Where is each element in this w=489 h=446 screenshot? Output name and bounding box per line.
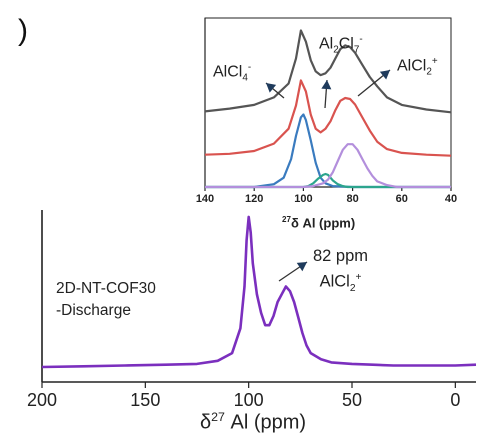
inset-tick-label-60: 60 xyxy=(396,193,408,205)
main-x-axis-label-delta: δ xyxy=(200,411,212,434)
main-tick-label-50: 50 xyxy=(342,390,362,410)
main-tick-label-150: 150 xyxy=(130,390,160,410)
sample-label: 2D-NT-COF30 -Discharge xyxy=(56,278,156,322)
alcl2-annotation: AlCl2+ xyxy=(397,56,438,78)
main-tick-label-200: 200 xyxy=(27,390,57,410)
inset-tick-label-140: 140 xyxy=(196,193,214,205)
inset-series-4-line xyxy=(205,143,451,189)
alcl4-annotation: AlCl4- xyxy=(213,62,252,84)
al2cl7-arrow-head xyxy=(321,80,332,90)
panel-letter: ) xyxy=(18,14,28,47)
main-x-axis-label: δ27 Al (ppm) xyxy=(200,410,306,435)
sample-label-line-2: -Discharge xyxy=(56,302,131,319)
main-x-axis-label-isotope: 27 xyxy=(211,410,225,424)
peak-species-label: AlCl2+ xyxy=(319,272,362,294)
inset-tick-label-100: 100 xyxy=(294,193,312,205)
main-x-axis-label-rest: Al (ppm) xyxy=(224,411,307,434)
inset-tick-label-80: 80 xyxy=(346,193,358,205)
sample-label-line-1: 2D-NT-COF30 xyxy=(56,280,156,297)
inset-x-axis-label-rest: δ Al (ppm) xyxy=(290,215,356,231)
inset-tick-label-120: 120 xyxy=(245,193,263,205)
main-spectrum-layer: 200 150 100 50 0 xyxy=(27,210,477,410)
inset-series-2-line xyxy=(205,113,451,189)
inset-series-3-line xyxy=(205,172,451,189)
peak-arrow-head xyxy=(296,262,307,272)
peak-position-label: 82 ppm xyxy=(313,247,369,265)
alcl2-arrow-head xyxy=(379,70,390,80)
main-tick-label-0: 0 xyxy=(450,390,460,410)
inset-tick-label-40: 40 xyxy=(445,193,457,205)
inset-x-axis-label-isotope: 27 xyxy=(282,215,291,224)
inset-x-axis-label: 27δ Al (ppm) xyxy=(282,215,355,230)
al2cl7-annotation: Al2Cl7- xyxy=(319,34,363,56)
inset-spectrum-layer: 140 120 100 80 60 40 xyxy=(196,17,457,205)
main-tick-label-100: 100 xyxy=(234,390,264,410)
inset-series-1-line xyxy=(204,79,452,157)
peak-annotation: 82 ppm AlCl2+ xyxy=(313,245,368,300)
alcl4-arrow-head xyxy=(266,83,277,93)
main-series-0-line xyxy=(41,215,477,369)
inset-series-0-line xyxy=(204,29,452,114)
